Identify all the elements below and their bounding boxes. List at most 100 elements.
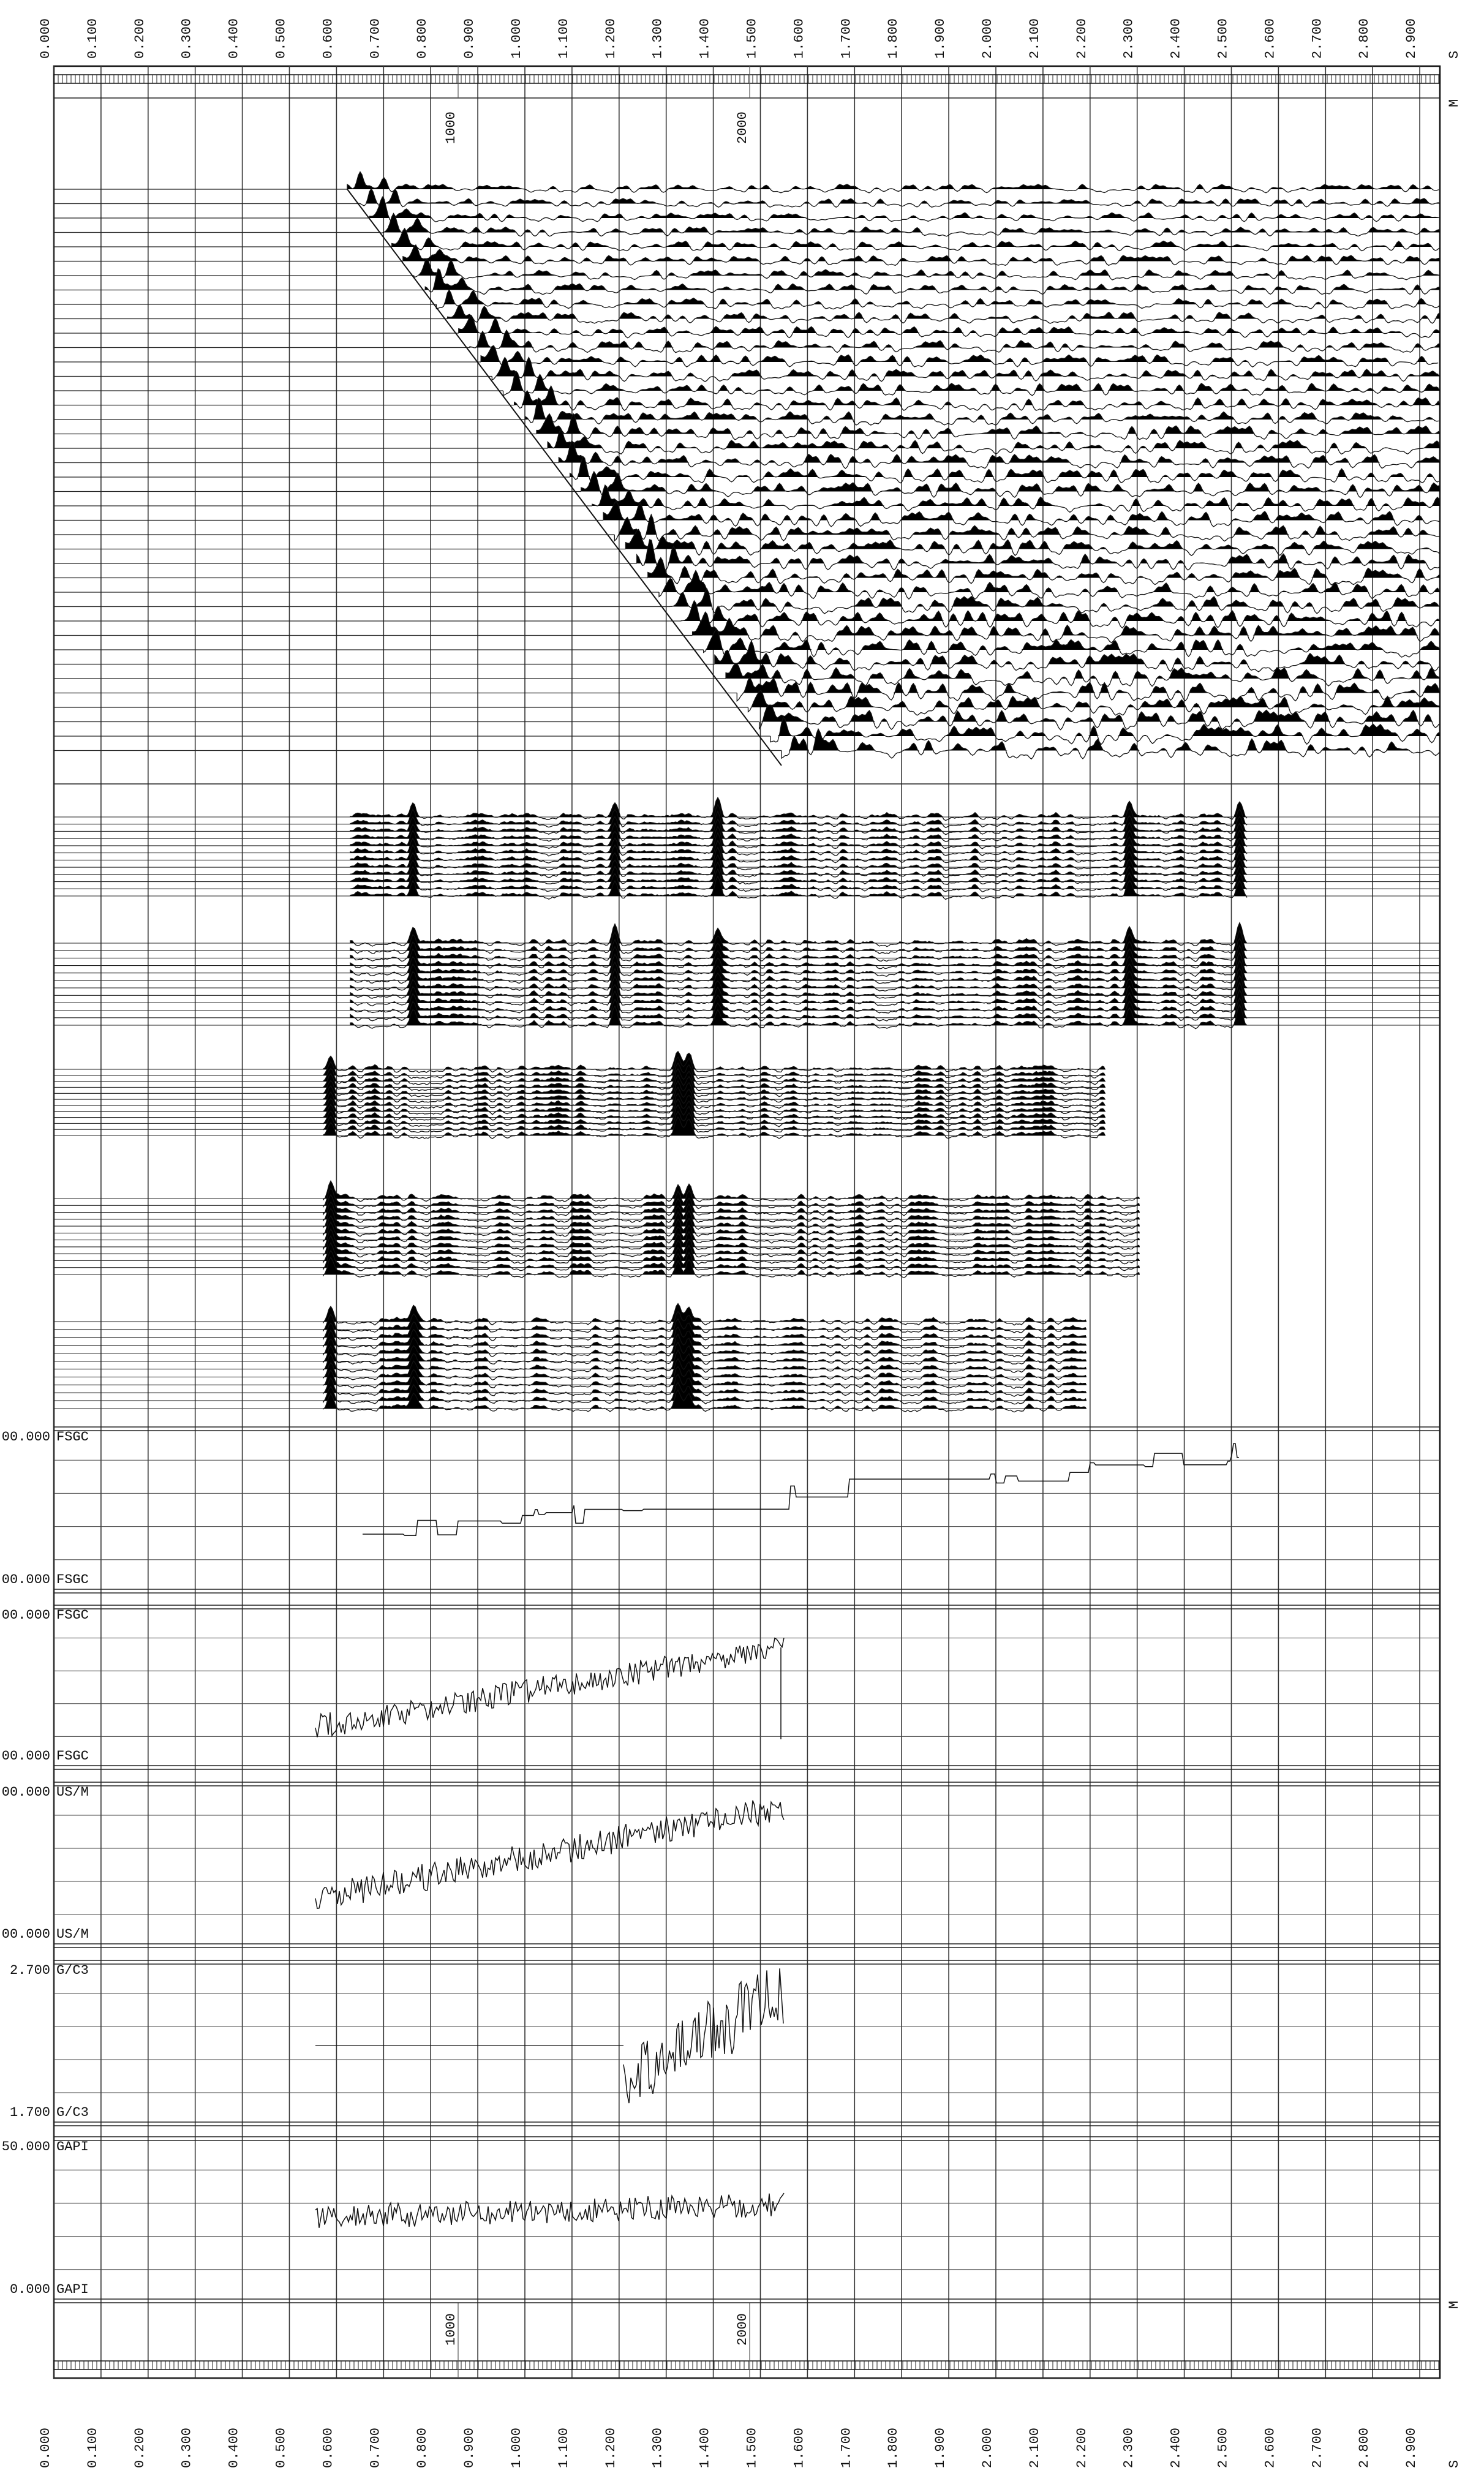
ruler-ticks — [53, 2361, 1439, 2369]
trace-fill — [525, 397, 1440, 420]
time-tick-label: 0.600 — [320, 18, 336, 59]
time-unit: S — [1447, 2460, 1462, 2468]
trace — [491, 356, 1439, 382]
ruler-ticks — [53, 75, 1439, 83]
track-top-unit: G/C3 — [56, 1963, 89, 1978]
trace — [350, 997, 1248, 1022]
trace — [592, 484, 1440, 513]
trace — [525, 397, 1439, 426]
trace — [647, 557, 1441, 585]
trace — [614, 513, 1440, 542]
time-tick-label: 2.600 — [1262, 2428, 1278, 2468]
trace-fill — [347, 171, 1440, 189]
trace — [323, 1180, 1140, 1202]
trace-fill — [425, 268, 1441, 290]
trace-fill — [458, 315, 1440, 333]
trace — [323, 1104, 1105, 1127]
time-tick-label: 1.300 — [650, 18, 666, 59]
time-tick-label: 0.900 — [462, 2428, 477, 2468]
trace — [323, 1311, 1087, 1333]
trace-fill — [323, 1382, 1087, 1401]
track-top-unit: GAPI — [56, 2139, 89, 2155]
time-tick-label: 1.000 — [509, 18, 524, 59]
track-bottom-value: 1.700 — [10, 2105, 50, 2120]
track-top-unit: US/M — [56, 1785, 89, 1800]
trace — [350, 968, 1248, 992]
trace — [350, 846, 1248, 871]
track-bottom-unit: US/M — [56, 1927, 89, 1942]
depth-unit: M — [1447, 2301, 1462, 2309]
trace-fill — [350, 797, 1248, 817]
trace-fill — [323, 1358, 1087, 1377]
trace-fill — [737, 677, 1440, 693]
trace — [350, 974, 1248, 999]
trace — [323, 1056, 1105, 1080]
time-tick-label: 0.100 — [85, 18, 100, 59]
time-tick-label: 1.700 — [838, 18, 854, 59]
trace-fill — [770, 717, 1440, 736]
trace-fill — [559, 440, 1440, 463]
trace — [547, 428, 1439, 455]
time-tick-label: 2.200 — [1074, 18, 1090, 59]
trace-fill — [714, 641, 1440, 664]
time-tick-label: 2.900 — [1404, 18, 1419, 59]
trace — [347, 171, 1439, 194]
trace — [323, 1074, 1105, 1097]
log-curve — [315, 1637, 785, 1737]
trace — [323, 1366, 1087, 1389]
trace — [413, 257, 1440, 280]
trace-fill — [514, 386, 1440, 405]
time-tick-label: 1.800 — [886, 18, 901, 59]
depth-label: 1000 — [443, 111, 459, 144]
time-tick-label: 1.800 — [886, 2428, 901, 2468]
trace — [350, 989, 1248, 1015]
trace-fill — [323, 1057, 1105, 1075]
trace-fill — [681, 600, 1440, 621]
trace — [636, 539, 1441, 571]
trace — [391, 227, 1440, 252]
log-curve — [363, 1443, 1239, 1537]
track-bottom-value: 0.000 — [10, 2282, 50, 2297]
trace — [323, 1341, 1087, 1365]
trace — [402, 244, 1440, 266]
trace-fill — [323, 1342, 1087, 1361]
time-tick-label: 0.400 — [227, 2428, 242, 2468]
time-tick-label: 2.100 — [1027, 2428, 1042, 2468]
trace — [323, 1080, 1105, 1104]
trace — [323, 1068, 1105, 1091]
trace-fill — [358, 188, 1441, 204]
trace-fill — [350, 998, 1248, 1018]
time-tick-label: 0.500 — [274, 2428, 289, 2468]
trace — [350, 921, 1248, 947]
trace-fill — [323, 1093, 1105, 1112]
trace-fill — [350, 990, 1248, 1011]
track-bottom-unit: FSGC — [56, 1572, 89, 1587]
trace — [358, 187, 1439, 208]
trace-fill — [391, 228, 1441, 247]
track-top-unit: FSGC — [56, 1429, 89, 1445]
trace-fill — [447, 304, 1440, 319]
time-tick-label: 0.900 — [462, 18, 477, 59]
track-bottom-unit: G/C3 — [56, 2105, 89, 2120]
trace — [350, 929, 1248, 955]
time-tick-label: 2.200 — [1074, 2428, 1090, 2468]
trace-fill — [350, 952, 1248, 973]
time-tick-label: 2.300 — [1121, 18, 1137, 59]
trace — [350, 875, 1248, 900]
track-bottom-value: 00.000 — [2, 1927, 50, 1942]
trace-fill — [692, 612, 1440, 636]
time-tick-label: 0.300 — [179, 2428, 195, 2468]
depth-label: 2000 — [735, 2313, 750, 2346]
first-break-line — [347, 189, 782, 766]
trace — [323, 1188, 1140, 1210]
time-tick-label: 1.500 — [745, 18, 760, 59]
trace-fill — [436, 290, 1440, 304]
time-tick-label: 2.900 — [1404, 2428, 1419, 2468]
trace — [625, 529, 1440, 557]
time-tick-label: 1.200 — [603, 2428, 619, 2468]
track-top-value: 00.000 — [2, 1785, 50, 1800]
time-tick-label: 0.700 — [367, 18, 383, 59]
time-tick-label: 1.600 — [791, 2428, 807, 2468]
time-tick-label: 0.200 — [132, 18, 148, 59]
trace — [323, 1228, 1140, 1251]
